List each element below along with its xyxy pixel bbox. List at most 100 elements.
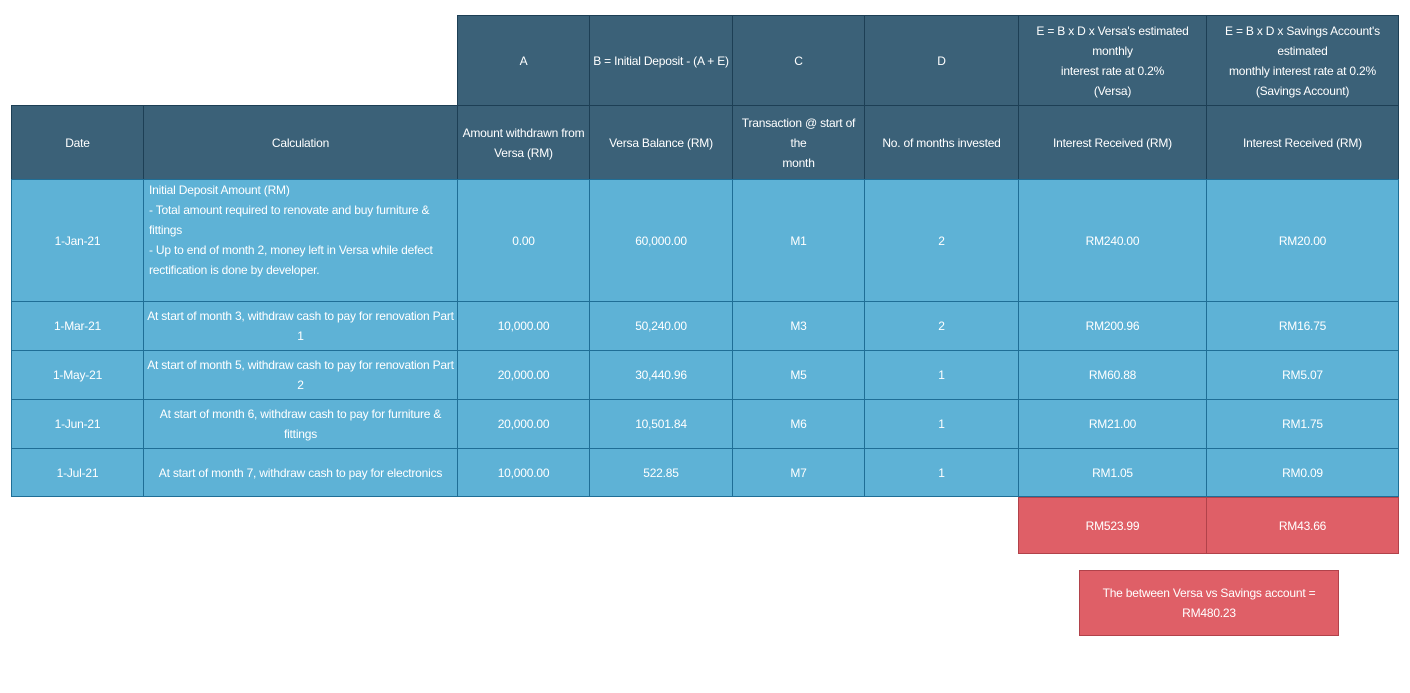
column-header-months-invested-label: No. of months invested bbox=[882, 135, 1001, 150]
row-5-interest-versa-value: RM1.05 bbox=[1092, 465, 1133, 480]
row-4-date: 1-Jun-21 bbox=[11, 399, 144, 449]
column-header-amount-line2: Versa (RM) bbox=[494, 145, 553, 160]
row-1-calculation: Initial Deposit Amount (RM) - Total amou… bbox=[143, 179, 458, 302]
row-2-amount-value: 10,000.00 bbox=[497, 319, 550, 333]
row-4-balance: 10,501.84 bbox=[589, 399, 733, 449]
row-1-transaction: M1 bbox=[732, 179, 865, 302]
row-4-calculation: At start of month 6, withdraw cash to pa… bbox=[143, 399, 458, 449]
row-2-interest-versa-value: RM200.96 bbox=[1085, 319, 1140, 333]
row-3-months: 1 bbox=[864, 350, 1019, 400]
row-4-interest-savings: RM1.75 bbox=[1206, 399, 1399, 449]
row-5-calculation: At start of month 7, withdraw cash to pa… bbox=[143, 448, 458, 497]
row-3-transaction-value: M5 bbox=[790, 368, 807, 382]
row-1-calculation-line3: - Up to end of month 2, money left in Ve… bbox=[149, 243, 433, 257]
row-2-interest-savings-value: RM16.75 bbox=[1278, 319, 1327, 333]
row-1-interest-savings: RM20.00 bbox=[1206, 179, 1399, 302]
row-1-date-value: 1-Jan-21 bbox=[54, 233, 101, 248]
row-4-transaction-value: M6 bbox=[790, 417, 807, 431]
column-header-transaction: Transaction @ start of the month bbox=[732, 105, 865, 180]
row-2-balance-value: 50,240.00 bbox=[635, 319, 687, 333]
header-col-e-versa-line3: (Versa) bbox=[1093, 83, 1132, 98]
row-3-interest-savings: RM5.07 bbox=[1206, 350, 1399, 400]
header-col-b-label: B = Initial Deposit - (A + E) bbox=[593, 53, 729, 68]
row-3-calculation-value: At start of month 5, withdraw cash to pa… bbox=[147, 358, 454, 392]
row-5-balance-value: 522.85 bbox=[643, 465, 679, 480]
row-4-amount-value: 20,000.00 bbox=[497, 417, 550, 431]
column-header-versa-balance: Versa Balance (RM) bbox=[589, 105, 733, 180]
row-3-balance-value: 30,440.96 bbox=[635, 368, 687, 382]
header-col-e-savings-line1: E = B x D x Savings Account's estimated bbox=[1225, 23, 1380, 58]
row-5-calculation-value: At start of month 7, withdraw cash to pa… bbox=[158, 465, 443, 480]
row-1-transaction-value: M1 bbox=[790, 233, 807, 248]
row-1-calculation-line2: - Total amount required to renovate and … bbox=[149, 203, 430, 237]
header-col-e-savings-line3: (Savings Account) bbox=[1255, 83, 1350, 98]
row-1-calculation-line1: Initial Deposit Amount (RM) bbox=[149, 183, 290, 197]
row-5-months-value: 1 bbox=[938, 465, 945, 480]
header-col-e-savings: E = B x D x Savings Account's estimated … bbox=[1206, 15, 1399, 106]
total-interest-savings-value: RM43.66 bbox=[1278, 518, 1327, 533]
row-1-interest-savings-value: RM20.00 bbox=[1278, 233, 1327, 248]
row-4-interest-savings-value: RM1.75 bbox=[1282, 417, 1323, 431]
row-5-amount: 10,000.00 bbox=[457, 448, 590, 497]
header-col-b: B = Initial Deposit - (A + E) bbox=[589, 15, 733, 106]
column-header-interest-versa: Interest Received (RM) bbox=[1018, 105, 1207, 180]
row-3-amount-value: 20,000.00 bbox=[497, 368, 550, 382]
header-col-d: D bbox=[864, 15, 1019, 106]
row-2-date: 1-Mar-21 bbox=[11, 301, 144, 351]
row-1-calculation-line4: rectification is done by developer. bbox=[149, 263, 320, 277]
row-4-amount: 20,000.00 bbox=[457, 399, 590, 449]
row-1-balance: 60,000.00 bbox=[589, 179, 733, 302]
header-col-a: A bbox=[457, 15, 590, 106]
difference-note: The between Versa vs Savings account = R… bbox=[1079, 570, 1339, 636]
header-col-c: C bbox=[732, 15, 865, 106]
row-3-transaction: M5 bbox=[732, 350, 865, 400]
row-3-interest-versa-value: RM60.88 bbox=[1088, 368, 1137, 382]
row-3-interest-versa: RM60.88 bbox=[1018, 350, 1207, 400]
row-4-transaction: M6 bbox=[732, 399, 865, 449]
column-header-date-label: Date bbox=[65, 135, 90, 150]
row-5-date: 1-Jul-21 bbox=[11, 448, 144, 497]
header-col-e-versa: E = B x D x Versa's estimated monthly in… bbox=[1018, 15, 1207, 106]
row-1-amount: 0.00 bbox=[457, 179, 590, 302]
row-2-transaction: M3 bbox=[732, 301, 865, 351]
row-5-balance: 522.85 bbox=[589, 448, 733, 497]
row-2-balance: 50,240.00 bbox=[589, 301, 733, 351]
row-2-interest-versa: RM200.96 bbox=[1018, 301, 1207, 351]
row-5-months: 1 bbox=[864, 448, 1019, 497]
row-4-interest-versa-value: RM21.00 bbox=[1088, 417, 1137, 431]
header-col-c-label: C bbox=[794, 53, 803, 68]
header-col-e-savings-line2: monthly interest rate at 0.2% bbox=[1229, 63, 1376, 78]
column-header-versa-balance-label: Versa Balance (RM) bbox=[609, 135, 713, 150]
column-header-amount-withdrawn: Amount withdrawn from Versa (RM) bbox=[457, 105, 590, 180]
row-5-amount-value: 10,000.00 bbox=[497, 465, 550, 480]
row-5-interest-savings: RM0.09 bbox=[1206, 448, 1399, 497]
row-1-months-value: 2 bbox=[938, 233, 945, 248]
column-header-amount-line1: Amount withdrawn from bbox=[462, 125, 585, 140]
row-2-transaction-value: M3 bbox=[790, 319, 807, 333]
column-header-date: Date bbox=[11, 105, 144, 180]
row-4-calculation-value: At start of month 6, withdraw cash to pa… bbox=[159, 407, 442, 441]
column-header-interest-savings-label: Interest Received (RM) bbox=[1243, 135, 1362, 150]
row-1-interest-versa: RM240.00 bbox=[1018, 179, 1207, 302]
row-4-balance-value: 10,501.84 bbox=[635, 417, 687, 431]
column-header-months-invested: No. of months invested bbox=[864, 105, 1019, 180]
row-3-calculation: At start of month 5, withdraw cash to pa… bbox=[143, 350, 458, 400]
row-2-months: 2 bbox=[864, 301, 1019, 351]
row-1-amount-value: 0.00 bbox=[512, 233, 535, 248]
difference-note-text: The between Versa vs Savings account = R… bbox=[1102, 586, 1316, 620]
row-3-date: 1-May-21 bbox=[11, 350, 144, 400]
row-3-interest-savings-value: RM5.07 bbox=[1282, 368, 1323, 382]
total-interest-versa-value: RM523.99 bbox=[1085, 518, 1140, 533]
row-4-date-value: 1-Jun-21 bbox=[54, 417, 101, 431]
row-3-date-value: 1-May-21 bbox=[52, 368, 103, 382]
row-2-interest-savings: RM16.75 bbox=[1206, 301, 1399, 351]
row-2-calculation-value: At start of month 3, withdraw cash to pa… bbox=[147, 309, 454, 343]
row-4-interest-versa: RM21.00 bbox=[1018, 399, 1207, 449]
row-3-months-value: 1 bbox=[938, 368, 945, 382]
row-5-interest-versa: RM1.05 bbox=[1018, 448, 1207, 497]
header-col-e-versa-line1: E = B x D x Versa's estimated monthly bbox=[1036, 23, 1189, 58]
total-interest-savings: RM43.66 bbox=[1206, 497, 1399, 554]
column-header-calculation: Calculation bbox=[143, 105, 458, 180]
row-3-amount: 20,000.00 bbox=[457, 350, 590, 400]
row-4-months-value: 1 bbox=[938, 417, 945, 431]
